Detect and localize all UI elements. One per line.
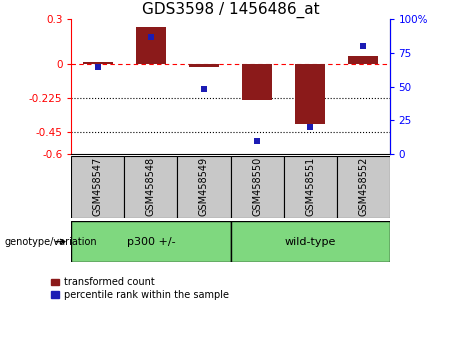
Text: GSM458549: GSM458549 [199, 157, 209, 216]
Bar [349, 56, 378, 64]
Bar [136, 27, 165, 64]
Text: GSM458547: GSM458547 [93, 157, 103, 216]
Bar [230, 156, 284, 218]
Bar [242, 64, 272, 100]
Text: genotype/variation: genotype/variation [5, 236, 97, 247]
Text: GSM458551: GSM458551 [305, 157, 315, 216]
Text: p300 +/-: p300 +/- [127, 236, 175, 247]
Text: GSM458550: GSM458550 [252, 157, 262, 216]
Title: GDS3598 / 1456486_at: GDS3598 / 1456486_at [142, 2, 319, 18]
Bar [230, 221, 390, 262]
Bar [337, 156, 390, 218]
Bar [177, 156, 230, 218]
Bar [71, 156, 124, 218]
Bar [71, 221, 230, 262]
Text: wild-type: wild-type [284, 236, 336, 247]
Text: GSM458548: GSM458548 [146, 157, 156, 216]
Bar [296, 64, 325, 124]
Text: GSM458552: GSM458552 [358, 157, 368, 216]
Bar [124, 156, 177, 218]
Bar [83, 62, 112, 64]
Bar [284, 156, 337, 218]
Bar [189, 64, 219, 67]
Legend: transformed count, percentile rank within the sample: transformed count, percentile rank withi… [51, 278, 229, 300]
